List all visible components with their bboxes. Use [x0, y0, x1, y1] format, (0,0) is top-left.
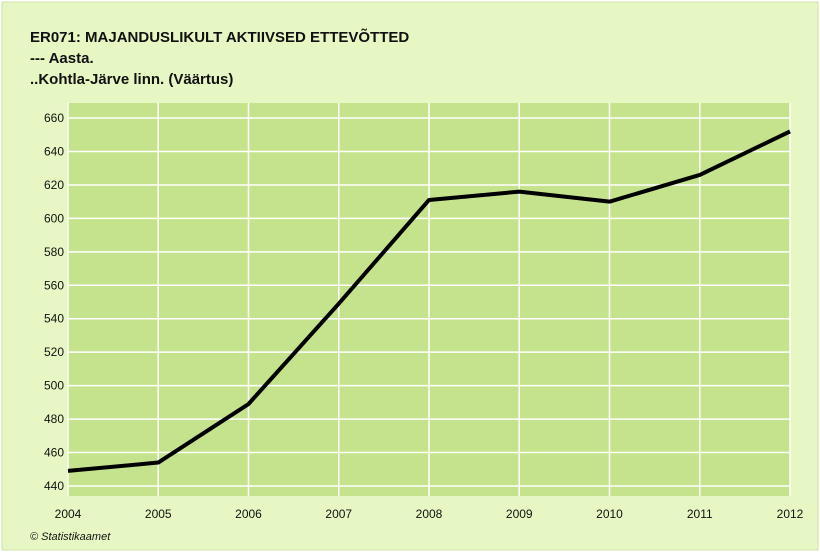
y-tick-label: 560	[44, 278, 64, 292]
y-tick-label: 620	[44, 178, 64, 192]
x-tick-label: 2007	[325, 507, 352, 521]
y-tick-label: 600	[44, 211, 64, 225]
chart-title: ER071: MAJANDUSLIKULT AKTIIVSED ETTEVÕTT…	[30, 28, 409, 46]
y-tick-label: 500	[44, 379, 64, 393]
x-tick-label: 2006	[235, 507, 262, 521]
x-tick-label: 2008	[416, 507, 443, 521]
x-tick-label: 2005	[145, 507, 172, 521]
y-tick-label: 660	[44, 111, 64, 125]
source-note: © Statistikaamet	[30, 531, 111, 543]
x-tick-label: 2011	[687, 507, 713, 521]
y-tick-label: 440	[44, 479, 64, 493]
y-tick-label: 540	[44, 312, 64, 326]
y-tick-label: 580	[44, 245, 64, 259]
y-tick-label: 460	[44, 446, 64, 460]
data-line	[67, 129, 791, 473]
y-tick-label: 640	[44, 144, 64, 158]
chart-subtitle: ..Kohtla-Järve linn. (Väärtus)	[30, 71, 233, 88]
x-tick-label: 2004	[55, 507, 82, 521]
x-tick-label: 2012	[777, 507, 804, 521]
y-tick-label: 520	[44, 345, 64, 359]
x-tick-label: 2010	[596, 507, 623, 521]
x-tick-label: 2009	[506, 507, 533, 521]
chart-subtitle: --- Aasta.	[30, 50, 94, 67]
y-tick-label: 480	[44, 412, 64, 426]
